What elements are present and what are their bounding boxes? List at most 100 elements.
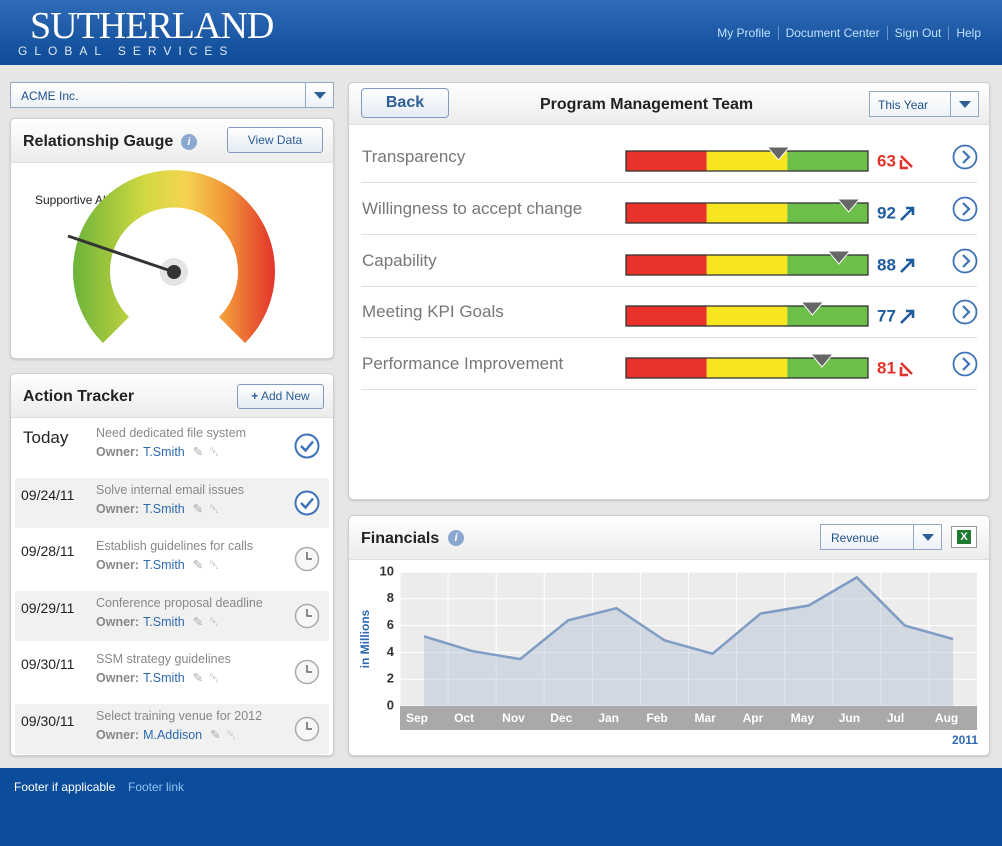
- status-icon[interactable]: [293, 545, 321, 573]
- program-panel: Back Program Management Team This Year T…: [348, 82, 990, 500]
- action-row: 09/28/11 Establish guidelines for calls Ow…: [15, 534, 329, 584]
- action-date: 09/24/11: [21, 486, 75, 503]
- bar-border: [625, 253, 869, 276]
- trend-arrow: [899, 155, 913, 170]
- owner-name[interactable]: T.Smith: [143, 614, 185, 629]
- detail-button[interactable]: [951, 143, 979, 171]
- owner-label: Owner:: [96, 614, 140, 629]
- metric-row: Willingness to accept change 92: [361, 183, 979, 235]
- owner-name[interactable]: T.Smith: [143, 501, 185, 516]
- x-tick-label: Jul: [887, 711, 904, 725]
- action-task: Select training venue for 2012: [96, 708, 263, 723]
- bar-segment: [787, 202, 868, 223]
- bar-border: [625, 202, 869, 224]
- metric-bar: 77: [625, 301, 915, 328]
- nav: My Profile Document Center Sign Out Help: [710, 26, 988, 40]
- caret: [913, 525, 941, 549]
- status-icon[interactable]: [293, 715, 321, 743]
- check-ring: [294, 433, 320, 459]
- metric-row: Performance Improvement 81: [361, 338, 979, 391]
- bar-segment: [706, 202, 788, 223]
- delete-icon[interactable]: ␡: [209, 558, 220, 572]
- delete-icon[interactable]: ␡: [209, 671, 220, 685]
- edit-icon[interactable]: ✎: [210, 727, 221, 742]
- bar-segment: [706, 254, 788, 275]
- action-row: 09/30/11 Select training venue for 2012 Ow…: [15, 703, 329, 754]
- owner-name[interactable]: T.Smith: [143, 445, 185, 459]
- check: [300, 440, 314, 453]
- nav-link[interactable]: Sign Out: [886, 26, 949, 40]
- view-data-button[interactable]: View Data: [227, 127, 323, 153]
- delete-icon[interactable]: ␡: [209, 445, 220, 459]
- logo: SUTHERLAND: [30, 5, 274, 47]
- status-icon[interactable]: [293, 432, 321, 460]
- period-select[interactable]: This Year: [869, 91, 979, 117]
- delete-icon[interactable]: ␡: [209, 614, 220, 629]
- detail-button[interactable]: [951, 298, 979, 326]
- metric-row: Meeting KPI Goals 77: [361, 286, 979, 339]
- button-ring: [952, 299, 978, 325]
- y-tick-label: 8: [387, 590, 394, 605]
- x-axis-bar: [400, 706, 977, 730]
- edit-icon[interactable]: ✎: [192, 501, 204, 516]
- bar-border: [625, 305, 869, 328]
- owner-name[interactable]: M.Addison: [143, 727, 203, 742]
- detail-button[interactable]: [951, 350, 979, 378]
- info-icon[interactable]: i: [448, 530, 464, 546]
- action-date: 09/30/11: [21, 712, 75, 729]
- clock-hands: [306, 721, 312, 730]
- gauge-label: Supportive Ally: [35, 193, 115, 207]
- button-text: Add New: [260, 389, 310, 403]
- nav-link[interactable]: My Profile: [717, 26, 771, 40]
- x-tick-label: Dec: [550, 711, 572, 725]
- clock-hands: [306, 608, 312, 617]
- edit-icon[interactable]: ✎: [192, 445, 204, 459]
- back-button[interactable]: Back: [361, 88, 449, 118]
- detail-button[interactable]: [951, 247, 979, 275]
- chevron: [962, 357, 971, 371]
- caret: [950, 92, 978, 116]
- action-date: Today: [23, 428, 69, 447]
- company-text: ACME Inc.: [21, 89, 79, 103]
- owner-name[interactable]: T.Smith: [143, 671, 185, 685]
- status-icon[interactable]: [293, 658, 321, 686]
- metric-value: 88: [877, 255, 896, 274]
- footer-link[interactable]: Footer link: [128, 780, 185, 794]
- add-new-button[interactable]: + Add New: [237, 384, 324, 409]
- y-axis-label: in Millions: [358, 609, 372, 668]
- company-select[interactable]: ACME Inc.: [10, 82, 334, 108]
- metric-select[interactable]: Revenue: [820, 524, 942, 550]
- edit-icon[interactable]: ✎: [192, 671, 204, 685]
- info-icon[interactable]: i: [181, 134, 197, 150]
- edit-icon[interactable]: ✎: [192, 614, 204, 629]
- action-panel: Action Tracker + Add New Today Need dedic…: [10, 373, 334, 756]
- metric-bar: 81: [625, 353, 913, 379]
- status-icon[interactable]: [293, 602, 321, 630]
- nav-link[interactable]: Help: [948, 26, 988, 40]
- owner-name[interactable]: T.Smith: [143, 558, 185, 572]
- gauge-arc: [73, 170, 275, 343]
- nav-link[interactable]: Document Center: [777, 26, 887, 40]
- action-row: 09/30/11 SSM strategy guidelines Owner: T.S…: [15, 647, 329, 697]
- detail-button[interactable]: [951, 195, 979, 223]
- metric-bar: 92: [625, 198, 915, 224]
- edit-icon[interactable]: ✎: [192, 558, 204, 572]
- y-tick-label: 10: [380, 563, 394, 578]
- owner-line: Owner: M.Addison ✎ ␡: [96, 727, 237, 743]
- delete-icon[interactable]: ␡: [209, 501, 220, 516]
- line: [423, 575, 954, 661]
- bar-segment: [787, 254, 868, 275]
- trend-arrow: [899, 362, 913, 377]
- delete-icon[interactable]: ␡: [226, 727, 237, 742]
- check-ring: [294, 490, 320, 515]
- gauge-panel: Relationship Gauge i View Data Supportiv…: [10, 118, 334, 359]
- excel-button[interactable]: X: [951, 526, 977, 548]
- metric-value: 63: [877, 151, 896, 170]
- x-tick-label: Feb: [646, 711, 667, 725]
- hub: [167, 265, 181, 279]
- owner-line: Owner: T.Smith ✎ ␡: [96, 670, 219, 686]
- status-icon[interactable]: [293, 489, 321, 517]
- action-date: 09/28/11: [21, 543, 75, 559]
- button-ring: [952, 144, 978, 170]
